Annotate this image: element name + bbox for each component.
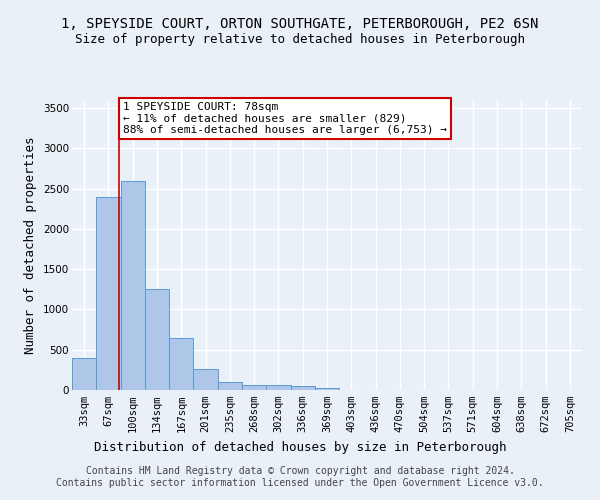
- Text: Distribution of detached houses by size in Peterborough: Distribution of detached houses by size …: [94, 441, 506, 454]
- Bar: [266, 385, 290, 390]
- Bar: [193, 369, 218, 390]
- Bar: [315, 388, 339, 390]
- Text: 1 SPEYSIDE COURT: 78sqm
← 11% of detached houses are smaller (829)
88% of semi-d: 1 SPEYSIDE COURT: 78sqm ← 11% of detache…: [123, 102, 447, 135]
- Bar: [242, 385, 266, 390]
- Text: Size of property relative to detached houses in Peterborough: Size of property relative to detached ho…: [75, 32, 525, 46]
- Bar: [72, 358, 96, 390]
- Bar: [290, 386, 315, 390]
- Bar: [169, 338, 193, 390]
- Text: 1, SPEYSIDE COURT, ORTON SOUTHGATE, PETERBOROUGH, PE2 6SN: 1, SPEYSIDE COURT, ORTON SOUTHGATE, PETE…: [61, 18, 539, 32]
- Text: Contains HM Land Registry data © Crown copyright and database right 2024.: Contains HM Land Registry data © Crown c…: [86, 466, 514, 476]
- Bar: [218, 382, 242, 390]
- Bar: [121, 180, 145, 390]
- Bar: [96, 196, 121, 390]
- Y-axis label: Number of detached properties: Number of detached properties: [25, 136, 37, 354]
- Text: Contains public sector information licensed under the Open Government Licence v3: Contains public sector information licen…: [56, 478, 544, 488]
- Bar: [145, 290, 169, 390]
